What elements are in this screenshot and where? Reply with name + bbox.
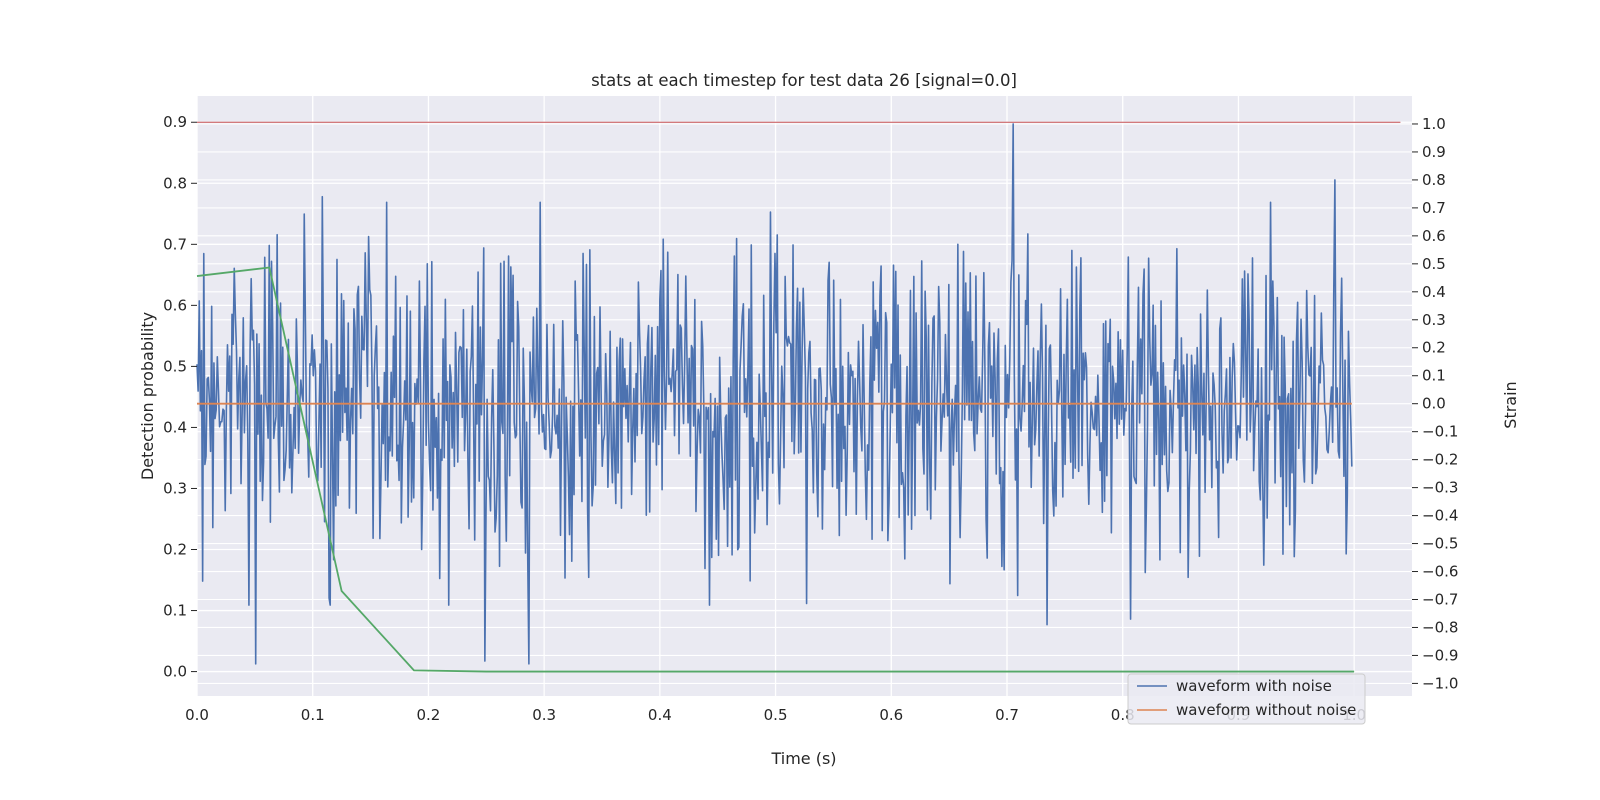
y-left-tick-label: 0.6 xyxy=(163,296,187,314)
series-layer xyxy=(196,121,1401,673)
y-right-tick-label: −0.3 xyxy=(1422,479,1458,497)
legend-label-clean: waveform without noise xyxy=(1176,701,1356,719)
series-line-detection-probability xyxy=(196,266,1355,673)
x-tick-label: 0.4 xyxy=(648,706,672,724)
y-right-tick-label: −1.0 xyxy=(1422,674,1458,692)
y-right-tick-label: 0.5 xyxy=(1422,255,1446,273)
x-axis-title: Time (s) xyxy=(770,749,836,768)
x-tick-label: 0.7 xyxy=(995,706,1019,724)
y-right-tick-label: 0.3 xyxy=(1422,311,1446,329)
chart-title: stats at each timestep for test data 26 … xyxy=(591,71,1017,90)
y-right-tick-label: 0.0 xyxy=(1422,395,1446,413)
y-right-tick-label: −0.9 xyxy=(1422,646,1458,664)
grid xyxy=(196,96,1412,696)
y-left-tick-label: 0.5 xyxy=(163,357,187,375)
y-right-tick-label: 0.7 xyxy=(1422,199,1446,217)
y-left-axis-title: Detection probability xyxy=(138,312,157,480)
y-left-tick-label: 0.4 xyxy=(163,418,187,436)
series-line-noisy-waveform xyxy=(196,123,1353,665)
legend: waveform with noise waveform without noi… xyxy=(1127,673,1366,725)
legend-box xyxy=(1127,673,1366,725)
y-right-tick-label: −0.8 xyxy=(1422,618,1458,636)
y-left-tick-label: 0.1 xyxy=(163,602,187,620)
y-right-tick-label: 1.0 xyxy=(1422,115,1446,133)
y-right-tick-label: 0.8 xyxy=(1422,171,1446,189)
y-right-tick-label: −0.1 xyxy=(1422,423,1458,441)
y-right-tick-label: 0.6 xyxy=(1422,227,1446,245)
y-left-tick-label: 0.3 xyxy=(163,479,187,497)
y-left-tick-label: 0.0 xyxy=(163,663,187,681)
y-left-tick-label: 0.2 xyxy=(163,541,187,559)
legend-label-noise: waveform with noise xyxy=(1176,677,1332,695)
y-right-tick-label: 0.2 xyxy=(1422,339,1446,357)
x-tick-label: 0.3 xyxy=(532,706,556,724)
y-right-tick-label: −0.5 xyxy=(1422,535,1458,553)
x-tick-label: 0.6 xyxy=(879,706,903,724)
y-left-tick-label: 0.8 xyxy=(163,174,187,192)
y-right-tick-label: 0.1 xyxy=(1422,367,1446,385)
y-right-axis-title: Strain xyxy=(1501,381,1520,428)
x-tick-label: 0.0 xyxy=(185,706,209,724)
y-right-tick-label: −0.4 xyxy=(1422,507,1458,525)
x-tick-label: 0.1 xyxy=(301,706,325,724)
y-right-tick-label: 0.9 xyxy=(1422,143,1446,161)
left-axis: 0.0 0.1 0.2 0.3 0.4 0.5 0.6 0.7 0.8 0.9 xyxy=(163,113,197,681)
y-right-tick-label: −0.6 xyxy=(1422,563,1458,581)
y-right-tick-label: 0.4 xyxy=(1422,283,1446,301)
x-tick-label: 0.2 xyxy=(416,706,440,724)
x-tick-label: 0.5 xyxy=(764,706,788,724)
y-right-tick-label: −0.7 xyxy=(1422,590,1458,608)
y-left-tick-label: 0.7 xyxy=(163,235,187,253)
y-left-tick-label: 0.9 xyxy=(163,113,187,131)
right-axis: −1.0 −0.9 −0.8 −0.7 −0.6 −0.5 −0.4 −0.3 −0.2 −0.1… xyxy=(1412,115,1458,692)
y-right-tick-label: −0.2 xyxy=(1422,451,1458,469)
